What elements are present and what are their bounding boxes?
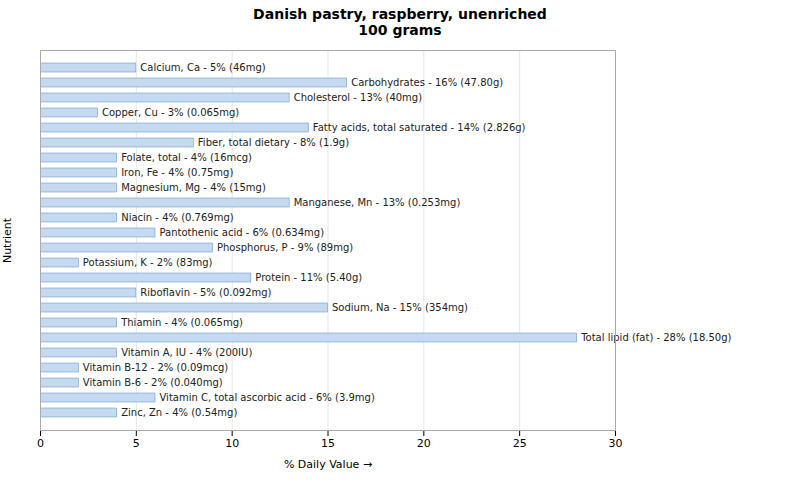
svg-text:Fiber, total dietary - 8% (1.9: Fiber, total dietary - 8% (1.9g) bbox=[198, 137, 349, 148]
svg-text:Magnesium, Mg - 4% (15mg): Magnesium, Mg - 4% (15mg) bbox=[121, 182, 266, 193]
svg-text:Vitamin B-6 - 2% (0.040mg): Vitamin B-6 - 2% (0.040mg) bbox=[83, 377, 223, 388]
svg-text:10: 10 bbox=[225, 437, 239, 450]
svg-text:Vitamin A, IU - 4% (200IU): Vitamin A, IU - 4% (200IU) bbox=[121, 347, 252, 358]
svg-text:Zinc, Zn - 4% (0.54mg): Zinc, Zn - 4% (0.54mg) bbox=[121, 407, 237, 418]
svg-text:0: 0 bbox=[37, 437, 44, 450]
svg-text:Pantothenic acid - 6% (0.634mg: Pantothenic acid - 6% (0.634mg) bbox=[160, 227, 325, 238]
svg-text:% Daily Value →: % Daily Value → bbox=[284, 458, 372, 471]
svg-text:Carbohydrates - 16% (47.80g): Carbohydrates - 16% (47.80g) bbox=[351, 77, 503, 88]
svg-text:Niacin - 4% (0.769mg): Niacin - 4% (0.769mg) bbox=[121, 212, 234, 223]
svg-text:Calcium, Ca - 5% (46mg): Calcium, Ca - 5% (46mg) bbox=[140, 62, 265, 73]
svg-text:Riboflavin - 5% (0.092mg): Riboflavin - 5% (0.092mg) bbox=[140, 287, 271, 298]
svg-text:30: 30 bbox=[609, 437, 623, 450]
svg-text:Potassium, K - 2% (83mg): Potassium, K - 2% (83mg) bbox=[83, 257, 213, 268]
svg-text:Total lipid (fat) - 28% (18.50: Total lipid (fat) - 28% (18.50g) bbox=[580, 332, 731, 343]
svg-text:Manganese, Mn - 13% (0.253mg): Manganese, Mn - 13% (0.253mg) bbox=[294, 197, 461, 208]
svg-text:Vitamin C, total ascorbic acid: Vitamin C, total ascorbic acid - 6% (3.9… bbox=[160, 392, 375, 403]
svg-text:Cholesterol - 13% (40mg): Cholesterol - 13% (40mg) bbox=[294, 92, 423, 103]
svg-text:Copper, Cu - 3% (0.065mg): Copper, Cu - 3% (0.065mg) bbox=[102, 107, 239, 118]
svg-text:Phosphorus, P - 9% (89mg): Phosphorus, P - 9% (89mg) bbox=[217, 242, 353, 253]
svg-text:5: 5 bbox=[133, 437, 140, 450]
svg-text:Sodium, Na - 15% (354mg): Sodium, Na - 15% (354mg) bbox=[332, 302, 468, 313]
svg-text:20: 20 bbox=[417, 437, 431, 450]
svg-text:Nutrient: Nutrient bbox=[1, 217, 14, 263]
svg-text:Thiamin - 4% (0.065mg): Thiamin - 4% (0.065mg) bbox=[120, 317, 243, 328]
svg-text:Iron, Fe - 4% (0.75mg): Iron, Fe - 4% (0.75mg) bbox=[121, 167, 233, 178]
svg-text:25: 25 bbox=[513, 437, 527, 450]
svg-text:15: 15 bbox=[321, 437, 335, 450]
html-text:Danish pastry, raspberry, unen: Danish pastry, raspberry, unenriched 100… bbox=[253, 6, 547, 38]
svg-text:Folate, total - 4% (16mcg): Folate, total - 4% (16mcg) bbox=[121, 152, 252, 163]
svg-text:Vitamin B-12 - 2% (0.09mcg): Vitamin B-12 - 2% (0.09mcg) bbox=[83, 362, 228, 373]
svg-text:Fatty acids, total saturated -: Fatty acids, total saturated - 14% (2.82… bbox=[313, 122, 526, 133]
svg-text:Protein - 11% (5.40g): Protein - 11% (5.40g) bbox=[255, 272, 362, 283]
